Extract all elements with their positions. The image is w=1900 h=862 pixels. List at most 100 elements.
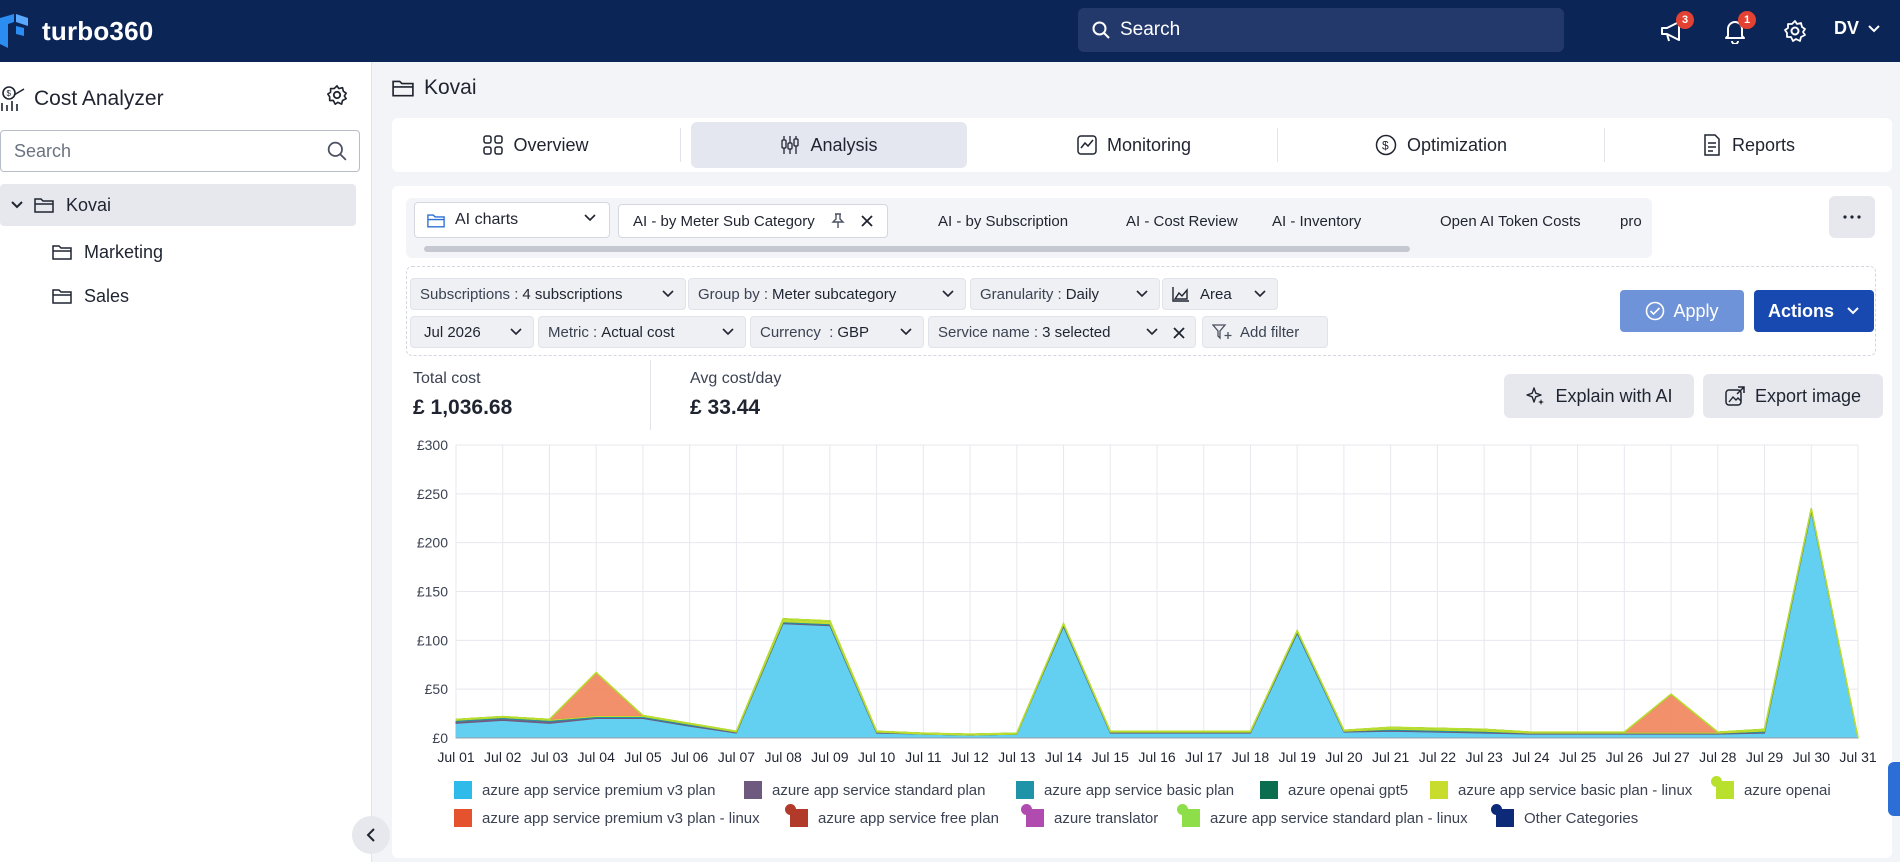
export-image-button[interactable]: Export image [1703, 374, 1883, 418]
tab-analysis[interactable]: Analysis [691, 122, 967, 168]
chevron-down-icon [1847, 307, 1859, 315]
y-tick-label: £300 [417, 437, 448, 453]
explain-with-ai-button[interactable]: Explain with AI [1504, 374, 1694, 418]
close-icon[interactable] [861, 215, 873, 227]
legend-item[interactable]: azure app service basic plan [1016, 781, 1234, 799]
kpi-label: Total cost [413, 370, 481, 387]
tree-item-kovai[interactable]: Kovai [0, 184, 356, 226]
add-filter-button[interactable]: Add filter [1202, 316, 1328, 348]
x-tick-label: Jul 07 [718, 749, 756, 765]
grid-icon [483, 135, 504, 155]
tree-item-marketing[interactable]: Marketing [52, 236, 163, 268]
x-tick-label: Jul 30 [1793, 749, 1831, 765]
x-tick-label: Jul 13 [998, 749, 1036, 765]
legend-swatch [1021, 804, 1044, 827]
chart-tab-cost-review[interactable]: AI - Cost Review [1126, 204, 1238, 238]
chart-tab-label: pro [1620, 212, 1642, 230]
legend-swatch [1177, 804, 1200, 827]
folder-icon [427, 213, 445, 227]
feedback-tab[interactable] [1888, 762, 1900, 816]
chart-group-select[interactable]: AI charts [414, 202, 610, 238]
legend-label: azure translator [1054, 809, 1159, 827]
tab-overview[interactable]: Overview [392, 122, 680, 168]
chart-type-filter[interactable]: Area [1162, 278, 1278, 310]
filter-value: Meter subcategory [772, 285, 897, 303]
x-tick-label: Jul 03 [531, 749, 569, 765]
legend-item[interactable]: azure openai [1711, 776, 1831, 799]
sidebar-search-input[interactable] [14, 140, 314, 162]
legend-swatch [454, 781, 472, 799]
tab-optimization[interactable]: $ Optimization [1278, 122, 1604, 168]
legend-item[interactable]: azure app service free plan [785, 804, 999, 827]
granularity-filter[interactable]: Granularity : Daily [970, 278, 1160, 310]
more-options-button[interactable] [1829, 196, 1875, 238]
pin-icon[interactable] [831, 213, 845, 229]
group-by-filter[interactable]: Group by : Meter subcategory [688, 278, 966, 310]
filter-value: Area [1200, 285, 1232, 303]
period-filter[interactable]: Jul 2026 [410, 316, 534, 348]
metric-filter[interactable]: Metric : Actual cost [538, 316, 746, 348]
tab-reports[interactable]: Reports [1605, 122, 1892, 168]
scrollbar-thumb[interactable] [424, 246, 1410, 252]
currency-filter[interactable]: Currency : GBP [750, 316, 924, 348]
tab-label: Overview [513, 134, 589, 155]
chevron-down-icon[interactable] [10, 200, 24, 210]
kpi-value: £ 1,036.68 [413, 396, 513, 419]
tab-label: Monitoring [1106, 134, 1192, 155]
legend-item[interactable]: azure translator [1021, 804, 1159, 827]
dollar-circle-icon: $ [1375, 134, 1397, 156]
announcements-button[interactable]: 3 [1658, 11, 1694, 46]
legend-swatch [1260, 781, 1278, 799]
chart-tab-meter-sub-category[interactable]: AI - by Meter Sub Category [618, 204, 888, 238]
tab-divider [1277, 128, 1278, 162]
legend-item[interactable]: azure app service premium v3 plan - linu… [454, 809, 760, 827]
tab-monitoring[interactable]: Monitoring [982, 122, 1286, 168]
x-tick-label: Jul 02 [484, 749, 522, 765]
page-title: Kovai [424, 76, 477, 99]
filter-value: Actual cost [601, 323, 675, 341]
tree-item-sales[interactable]: Sales [52, 280, 129, 312]
user-menu[interactable]: DV [1834, 18, 1881, 39]
subscriptions-filter[interactable]: Subscriptions : 4 subscriptions [410, 278, 686, 310]
legend-item[interactable]: azure openai gpt5 [1260, 781, 1408, 799]
chart-tabs-scrollbar[interactable] [424, 246, 1632, 252]
chart-tab-openai-token-costs[interactable]: Open AI Token Costs [1440, 204, 1581, 238]
apply-button[interactable]: Apply [1620, 290, 1744, 332]
sidebar-settings-button[interactable] [326, 84, 348, 111]
gear-icon [327, 85, 347, 105]
tab-label: Optimization [1406, 134, 1508, 155]
x-tick-label: Jul 15 [1092, 749, 1130, 765]
service-name-filter[interactable]: Service name : 3 selected [928, 316, 1196, 348]
chevron-down-icon [722, 328, 734, 336]
legend-item[interactable]: azure app service basic plan - linux [1430, 781, 1692, 799]
clear-filter-icon[interactable] [1173, 327, 1185, 339]
chart-tab-pro[interactable]: pro [1620, 204, 1642, 238]
y-tick-label: £150 [417, 584, 448, 600]
actions-button[interactable]: Actions [1754, 290, 1874, 332]
x-tick-label: Jul 23 [1465, 749, 1503, 765]
settings-button[interactable] [1780, 16, 1810, 46]
x-tick-label: Jul 27 [1652, 749, 1690, 765]
x-tick-label: Jul 29 [1746, 749, 1784, 765]
notifications-button[interactable]: 1 [1720, 11, 1756, 46]
tree-item-label: Sales [84, 285, 130, 306]
filter-key: Granularity [980, 285, 1054, 303]
x-tick-label: Jul 18 [1232, 749, 1270, 765]
legend-item[interactable]: azure app service standard plan - linux [1177, 804, 1468, 827]
legend-item[interactable]: Other Categories [1491, 804, 1638, 827]
megaphone-icon [1661, 21, 1680, 42]
chart-tab-by-subscription[interactable]: AI - by Subscription [938, 204, 1068, 238]
collapse-sidebar-button[interactable] [352, 816, 390, 854]
legend-item[interactable]: azure app service premium v3 plan [454, 781, 715, 799]
user-initials: DV [1834, 18, 1860, 38]
chevron-down-icon [1146, 328, 1158, 336]
filter-key: Metric [548, 323, 589, 341]
chart-group-label: AI charts [455, 211, 519, 228]
sidebar-search[interactable] [0, 130, 360, 172]
chart-tab-inventory[interactable]: AI - Inventory [1272, 204, 1361, 238]
brand-logo[interactable]: turbo360 [0, 14, 153, 48]
legend-item[interactable]: azure app service standard plan [744, 781, 985, 799]
global-search[interactable]: Search [1078, 8, 1564, 52]
x-tick-label: Jul 25 [1559, 749, 1597, 765]
legend-label: azure app service basic plan - linux [1458, 781, 1693, 799]
